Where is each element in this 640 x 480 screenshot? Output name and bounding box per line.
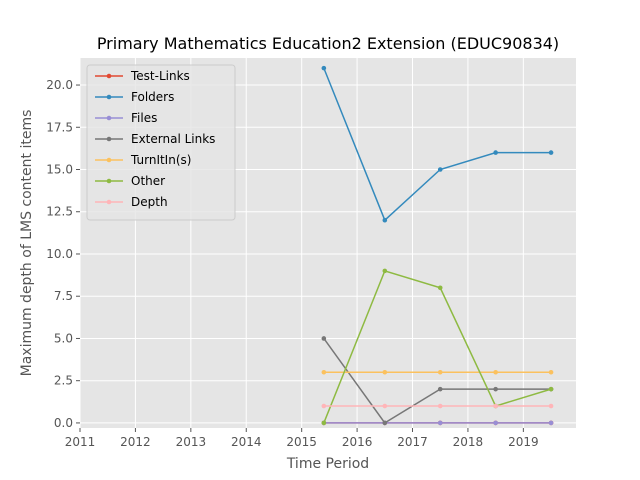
legend-label: Test-Links	[130, 69, 190, 83]
legend-marker	[106, 178, 112, 184]
y-tick-label: 10.0	[46, 247, 73, 261]
data-point-depth	[548, 403, 554, 409]
data-point-depth	[321, 403, 327, 409]
series-folders	[321, 65, 554, 223]
data-point-turnitin-s	[548, 369, 554, 375]
data-point-folders	[321, 65, 327, 71]
data-point-external-links	[493, 386, 498, 392]
legend-label: TurnItIn(s)	[130, 153, 191, 167]
data-point-external-links	[437, 386, 443, 392]
legend-marker	[106, 157, 112, 163]
legend-marker	[106, 199, 112, 205]
x-tick-label: 2015	[286, 435, 317, 449]
data-point-folders	[548, 150, 554, 155]
legend: Test-Links Folders Files External Links Turn…	[86, 64, 236, 221]
legend-label: Other	[131, 174, 165, 188]
data-point-external-links	[321, 336, 327, 341]
data-point-turnitin-s	[382, 369, 388, 375]
x-axis-label: Time Period	[286, 456, 369, 472]
data-point-other	[548, 386, 554, 392]
chart-title: Primary Mathematics Education2 Extension…	[97, 34, 559, 53]
legend-label: External Links	[131, 132, 215, 146]
data-point-other	[437, 285, 443, 291]
data-point-turnitin-s	[321, 369, 327, 375]
y-tick-label: 7.5	[54, 289, 73, 303]
series-lines	[321, 65, 554, 426]
data-point-other	[321, 420, 327, 426]
legend-box	[86, 64, 236, 221]
series-external-links	[321, 336, 554, 426]
data-point-other	[382, 268, 388, 274]
x-tick-label: 2014	[231, 435, 262, 449]
legend-marker	[106, 136, 112, 142]
data-point-folders	[493, 150, 498, 155]
legend-marker	[106, 115, 112, 121]
series-turnitin-s	[321, 369, 554, 375]
y-axis-label: Maximum depth of LMS content items	[19, 110, 35, 377]
data-point-depth	[382, 403, 388, 409]
x-tick-label: 2018	[453, 435, 484, 449]
y-tick-label: 17.5	[46, 120, 73, 134]
y-tick-label: 20.0	[46, 78, 73, 92]
y-tick-label: 0.0	[54, 416, 73, 430]
legend-label: Depth	[131, 195, 168, 209]
y-tick-label: 5.0	[54, 331, 73, 345]
legend-label: Folders	[131, 90, 174, 104]
x-axis-ticks: 2011 2012 2013 2014 2015 2016 2017 2018 2019	[65, 428, 539, 449]
data-point-folders	[437, 167, 443, 172]
y-tick-label: 2.5	[54, 374, 73, 388]
data-point-files	[548, 420, 554, 426]
data-point-turnitin-s	[437, 369, 443, 375]
legend-marker	[106, 94, 112, 100]
data-point-turnitin-s	[493, 369, 498, 375]
legend-marker	[106, 73, 112, 79]
x-tick-label: 2019	[508, 435, 539, 449]
x-tick-label: 2016	[342, 435, 373, 449]
series-depth	[321, 403, 554, 409]
data-point-depth	[437, 403, 443, 409]
data-point-files	[493, 420, 498, 426]
x-tick-label: 2011	[65, 435, 96, 449]
data-point-depth	[493, 403, 498, 409]
y-tick-label: 12.5	[46, 205, 73, 219]
x-tick-label: 2017	[397, 435, 428, 449]
data-point-files	[437, 420, 443, 426]
y-tick-label: 15.0	[46, 163, 73, 177]
legend-label: Files	[131, 111, 157, 125]
y-axis-ticks: 0.0 2.5 5.0 7.5 10.0 12.5 15.0 17.5 20.0	[46, 78, 80, 430]
data-point-external-links	[382, 420, 388, 426]
x-tick-label: 2012	[120, 435, 151, 449]
data-point-folders	[382, 217, 388, 223]
x-tick-label: 2013	[176, 435, 207, 449]
